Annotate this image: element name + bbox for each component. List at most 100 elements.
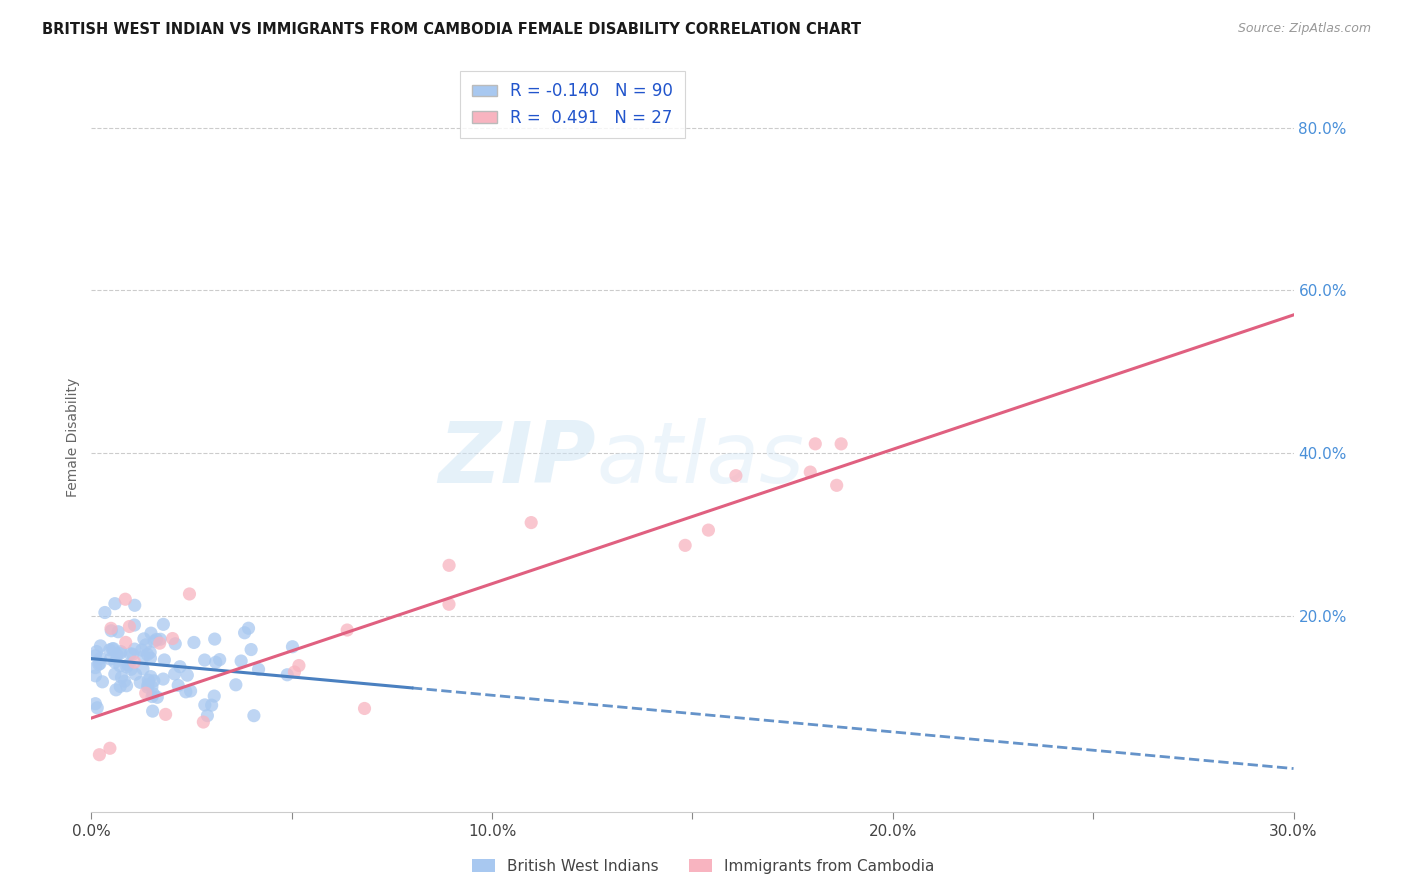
Point (129, 675, 152, 690)
Point (84, 648, 107, 663)
Point (100, 652, 122, 666)
Point (108, 680, 131, 694)
Point (136, 680, 159, 694)
Point (98, 741, 121, 756)
Point (114, 635, 136, 649)
Point (165, 637, 187, 651)
Point (142, 704, 165, 718)
Legend: R = -0.140   N = 90, R =  0.491   N = 27: R = -0.140 N = 90, R = 0.491 N = 27 (460, 70, 685, 138)
Point (124, 599, 146, 613)
Point (146, 690, 169, 705)
Point (104, 655, 127, 669)
Text: atlas: atlas (596, 418, 804, 501)
Point (180, 684, 202, 698)
Point (194, 698, 217, 712)
Point (110, 645, 132, 659)
Point (141, 680, 163, 694)
Point (193, 714, 215, 729)
Point (124, 642, 146, 657)
Point (194, 653, 217, 667)
Point (131, 643, 153, 657)
Point (208, 652, 231, 666)
Point (94, 606, 117, 620)
Point (353, 701, 375, 715)
Text: BRITISH WEST INDIAN VS IMMIGRANTS FROM CAMBODIA FEMALE DISABILITY CORRELATION CH: BRITISH WEST INDIAN VS IMMIGRANTS FROM C… (42, 22, 862, 37)
Point (162, 632, 184, 646)
Point (139, 651, 162, 665)
Point (114, 674, 136, 689)
Point (167, 678, 190, 692)
Point (87, 657, 110, 672)
Point (724, 468, 747, 483)
Point (174, 685, 197, 699)
Text: Source: ZipAtlas.com: Source: ZipAtlas.com (1237, 22, 1371, 36)
Point (89, 657, 111, 671)
Point (145, 632, 167, 647)
Point (115, 679, 138, 693)
Point (118, 619, 141, 633)
Point (179, 587, 201, 601)
Point (243, 708, 266, 723)
Point (135, 686, 157, 700)
Point (697, 523, 720, 537)
Point (138, 673, 160, 687)
Point (141, 690, 163, 704)
Point (89, 639, 111, 653)
Point (233, 625, 256, 640)
Y-axis label: Female Disability: Female Disability (66, 377, 80, 497)
Point (142, 673, 165, 688)
Point (202, 689, 225, 703)
Point (804, 437, 827, 451)
Point (115, 660, 138, 674)
Point (136, 678, 159, 692)
Point (101, 642, 124, 657)
Point (276, 667, 298, 681)
Point (132, 632, 155, 646)
Point (830, 437, 852, 451)
Point (107, 624, 129, 639)
Point (108, 658, 131, 673)
Point (120, 662, 142, 676)
Point (143, 634, 166, 648)
Point (153, 653, 176, 667)
Point (139, 670, 162, 684)
Point (104, 597, 127, 611)
Point (104, 682, 127, 697)
Point (121, 647, 143, 661)
Point (673, 538, 696, 552)
Point (117, 657, 139, 672)
Point (100, 621, 122, 635)
Point (135, 638, 157, 652)
Point (105, 648, 128, 662)
Point (110, 646, 132, 660)
Point (84, 697, 107, 711)
Point (149, 636, 172, 650)
Point (163, 667, 186, 681)
Point (98, 643, 121, 657)
Point (155, 707, 177, 722)
Point (89, 651, 111, 665)
Point (114, 592, 136, 607)
Point (139, 645, 162, 659)
Point (124, 667, 146, 681)
Point (204, 632, 226, 646)
Point (152, 617, 174, 632)
Point (437, 558, 460, 573)
Point (520, 516, 543, 530)
Point (132, 649, 155, 664)
Legend: British West Indians, Immigrants from Cambodia: British West Indians, Immigrants from Ca… (465, 853, 941, 880)
Point (142, 687, 165, 701)
Point (288, 658, 311, 673)
Point (149, 632, 172, 647)
Point (225, 678, 247, 692)
Point (169, 659, 191, 673)
Point (124, 655, 146, 669)
Point (84, 660, 107, 674)
Point (100, 624, 122, 638)
Point (336, 623, 359, 637)
Point (437, 597, 460, 611)
Point (152, 672, 174, 686)
Point (799, 465, 821, 479)
Point (86, 644, 108, 658)
Point (240, 642, 263, 657)
